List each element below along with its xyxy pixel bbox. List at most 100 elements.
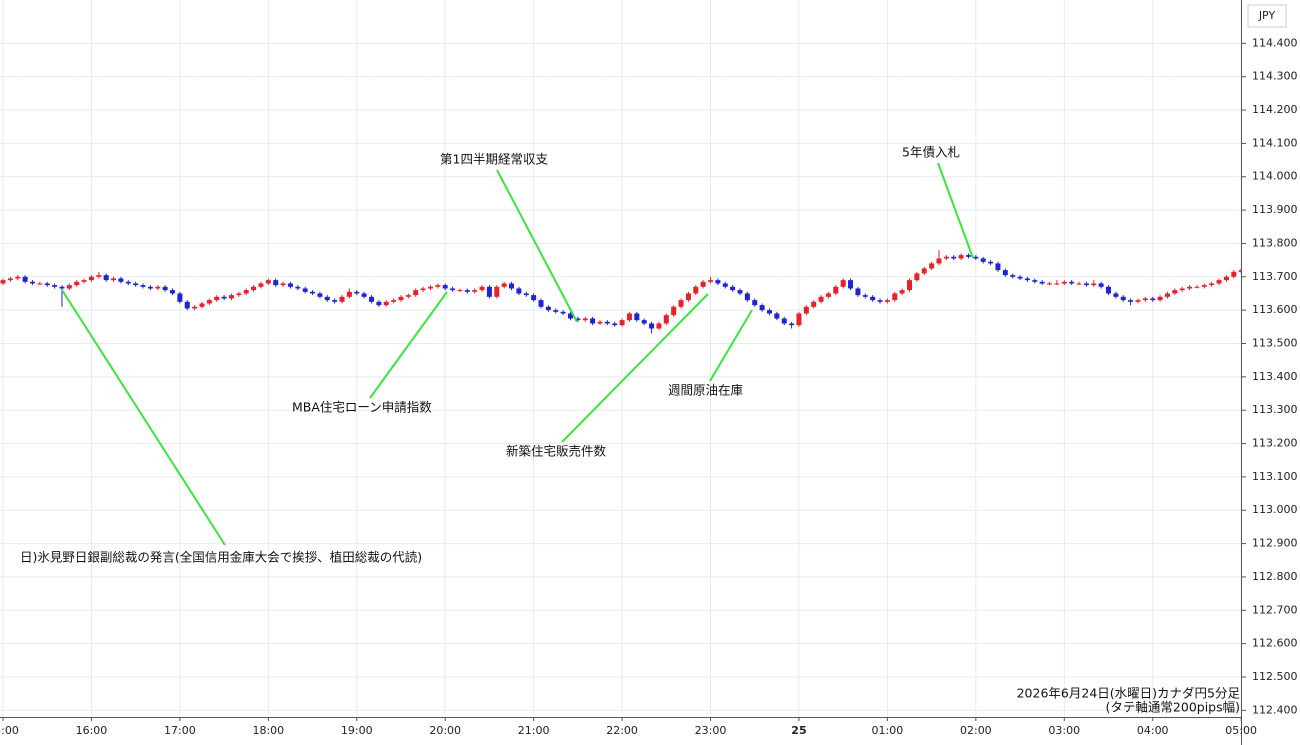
annotation: MBA住宅ローン申請指数 <box>292 400 432 415</box>
candle-body <box>29 281 35 284</box>
candle-body <box>553 310 559 312</box>
candle-body <box>641 320 647 324</box>
y-tick-label: 114.400 <box>1252 36 1298 49</box>
candle-body <box>140 285 146 287</box>
candle-body <box>1017 276 1023 279</box>
candle-body <box>1091 283 1097 286</box>
candle-body <box>125 281 131 284</box>
candle-body <box>427 286 433 289</box>
candle-body <box>752 300 758 306</box>
y-tick-label: 114.200 <box>1252 103 1298 116</box>
candle-body <box>582 318 588 321</box>
x-tick-label: 21:00 <box>518 724 550 737</box>
candle-body <box>575 318 581 321</box>
candle-body <box>560 311 566 314</box>
candle-body <box>1032 280 1038 282</box>
candle-body <box>133 283 139 286</box>
y-tick-label: 113.700 <box>1252 270 1298 283</box>
candle-body <box>251 286 257 291</box>
candle-body <box>258 283 264 287</box>
y-tick-label: 113.900 <box>1252 203 1298 216</box>
candle-body <box>199 303 205 307</box>
x-tick-label: 19:00 <box>341 724 373 737</box>
candle-body <box>361 293 367 297</box>
x-tick-label: 15:00 <box>0 724 19 737</box>
candle-body <box>302 288 308 292</box>
y-tick-label: 112.400 <box>1252 703 1298 716</box>
candle-body <box>287 283 293 287</box>
candle-body <box>1142 298 1148 301</box>
annotation-leader <box>496 169 578 323</box>
candle-body <box>464 290 470 292</box>
candle-body <box>243 290 249 294</box>
candle-body <box>951 256 957 259</box>
candle-body <box>656 323 662 329</box>
annotation-leader <box>369 291 448 399</box>
candle-body <box>759 305 765 311</box>
candle-body <box>619 320 625 326</box>
candle-body <box>111 278 117 281</box>
candle-body <box>649 323 655 329</box>
candle-body <box>1172 290 1178 294</box>
candle-body <box>118 278 124 282</box>
y-tick-label: 113.200 <box>1252 437 1298 450</box>
x-tick-label: 04:00 <box>1137 724 1169 737</box>
candle-body <box>472 290 478 292</box>
candle-body <box>818 296 824 302</box>
candle-body <box>81 280 87 282</box>
candle-body <box>273 280 279 286</box>
candle-body <box>803 306 809 314</box>
candle-body <box>1002 270 1008 276</box>
candle-body <box>52 285 58 287</box>
candle-body <box>833 286 839 294</box>
candle-body <box>147 286 153 289</box>
candle-body <box>1010 275 1016 277</box>
candle-body <box>870 296 876 301</box>
candle-body <box>988 261 994 264</box>
candle-body <box>671 306 677 316</box>
candle-body <box>685 293 691 301</box>
candle-body <box>774 313 780 319</box>
candle-body <box>22 276 28 282</box>
y-tick-label: 112.500 <box>1252 670 1298 683</box>
candle-body <box>162 286 168 291</box>
candle-body <box>228 295 234 299</box>
candle-body <box>155 286 161 289</box>
candle-body <box>398 296 404 301</box>
candle-body <box>722 283 728 287</box>
x-tick-label: 23:00 <box>695 724 727 737</box>
candle-body <box>479 286 485 291</box>
candle-body <box>170 290 176 294</box>
candle-body <box>663 315 669 324</box>
y-tick-label: 112.700 <box>1252 603 1298 616</box>
candle-body <box>538 300 544 307</box>
candle-body <box>1194 286 1200 288</box>
candle-body <box>1061 281 1067 284</box>
chart-note: (タテ軸通常200pips幅) <box>1106 700 1240 715</box>
candle-body <box>811 301 817 307</box>
candle-body <box>1157 296 1163 301</box>
candle-body <box>612 323 618 326</box>
candle-body <box>678 300 684 307</box>
candle-body <box>855 288 861 296</box>
candle-body <box>715 280 721 284</box>
candle-body <box>1083 283 1089 286</box>
candle-body <box>413 290 419 296</box>
candle-body <box>236 293 242 296</box>
candle-body <box>457 290 463 292</box>
candle-body <box>214 296 220 301</box>
candle-body <box>531 295 537 301</box>
candle-body <box>1054 283 1060 285</box>
candle-body <box>907 280 913 291</box>
candle-body <box>96 275 102 277</box>
y-tick-label: 112.900 <box>1252 537 1298 550</box>
candle-body <box>1120 296 1126 301</box>
candle-body <box>590 318 596 324</box>
y-axis-unit-box <box>1247 4 1287 28</box>
candle-body <box>1216 280 1222 284</box>
candle-body <box>1150 298 1156 301</box>
candle-body <box>877 300 883 302</box>
candle-body <box>332 300 338 302</box>
candle-body <box>597 321 603 324</box>
candle-body <box>848 280 854 289</box>
